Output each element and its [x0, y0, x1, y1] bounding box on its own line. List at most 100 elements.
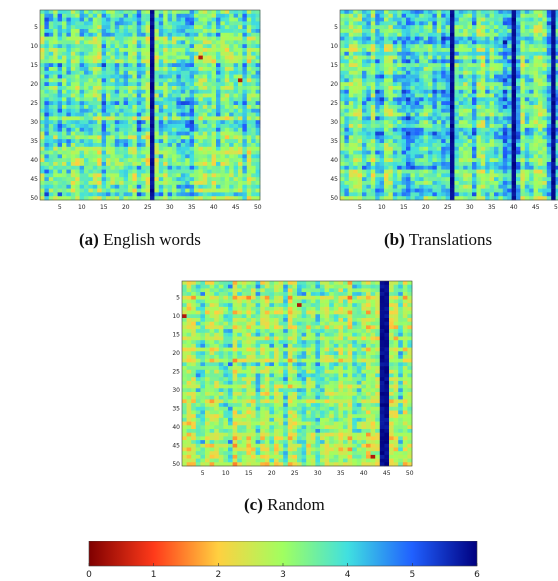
heatmap-cell [353, 67, 358, 72]
heatmap-cell [353, 116, 358, 121]
heatmap-cell [357, 32, 363, 37]
heatmap-cell [494, 120, 499, 125]
heatmap-cell [224, 55, 230, 60]
heatmap-cell [246, 25, 252, 30]
heatmap-cell [132, 17, 138, 22]
heatmap-cell [154, 120, 160, 125]
heatmap-cell [555, 74, 558, 79]
heatmap-cell [348, 40, 354, 45]
heatmap-cell [150, 17, 155, 22]
heatmap-cell [392, 162, 398, 167]
heatmap-cell [520, 48, 526, 53]
heatmap-cell [379, 188, 385, 193]
heatmap-cell [163, 165, 168, 170]
heatmap-cell [546, 131, 552, 136]
heatmap-cell [163, 86, 168, 91]
heatmap-cell [498, 78, 504, 83]
heatmap-cell [158, 78, 164, 83]
heatmap-cell [202, 192, 208, 197]
heatmap-cell [388, 165, 394, 170]
heatmap-cell [370, 32, 376, 37]
heatmap-cell [154, 154, 160, 159]
heatmap-cell [538, 29, 543, 34]
heatmap-cell [185, 51, 190, 56]
heatmap-cell [516, 192, 521, 197]
heatmap-cell [520, 40, 526, 45]
heatmap-cell [375, 63, 380, 68]
heatmap-cell [70, 25, 76, 30]
heatmap-cell [388, 116, 394, 121]
heatmap-cell [141, 127, 146, 132]
heatmap-cell [392, 63, 398, 68]
heatmap-cell [392, 196, 398, 201]
heatmap-cell [44, 59, 50, 64]
heatmap-cell [106, 40, 111, 45]
heatmap-cell [172, 51, 177, 56]
heatmap-cell [366, 116, 372, 121]
heatmap-cell [450, 36, 455, 41]
heatmap-cell [185, 184, 190, 189]
heatmap-cell [202, 32, 208, 37]
heatmap-cell [392, 25, 398, 30]
heatmap-cell [463, 188, 468, 193]
heatmap-cell [48, 32, 54, 37]
heatmap-cell [246, 48, 252, 53]
heatmap-cell [467, 74, 473, 79]
heatmap-cell [110, 78, 116, 83]
heatmap-cell [551, 21, 556, 26]
heatmap-cell [498, 93, 504, 98]
heatmap-cell [75, 10, 80, 15]
heatmap-cell [97, 165, 102, 170]
heatmap-cell [251, 67, 256, 72]
heatmap-cell [202, 10, 208, 15]
heatmap-cell [62, 67, 67, 72]
heatmap-cell [379, 154, 385, 159]
heatmap-cell [88, 154, 94, 159]
heatmap-cell [529, 86, 534, 91]
heatmap-cell [172, 78, 177, 83]
heatmap-cell [53, 165, 58, 170]
heatmap-cell [44, 143, 50, 148]
heatmap-cells [40, 10, 261, 201]
heatmap-cell [507, 32, 512, 37]
heatmap-cell [48, 169, 54, 174]
heatmap-cell [340, 59, 345, 64]
heatmap-cell [48, 154, 54, 159]
heatmap-cell [119, 97, 124, 102]
heatmap-cell [167, 86, 173, 91]
heatmap-cell [428, 162, 433, 167]
heatmap-cell [516, 116, 521, 121]
heatmap-cell [353, 139, 358, 144]
heatmap-cell [44, 196, 50, 201]
heatmap-cell [366, 21, 372, 26]
heatmap-cell [114, 124, 120, 129]
heatmap-cell [132, 78, 138, 83]
heatmap-cell [220, 177, 226, 182]
heatmap-cell [211, 48, 217, 53]
heatmap-cell [362, 162, 367, 167]
heatmap-cell [176, 196, 182, 201]
heatmap-cell [172, 150, 177, 155]
heatmap-cell [414, 32, 420, 37]
heatmap-cell [489, 25, 495, 30]
heatmap-cell [551, 192, 556, 197]
heatmap-cell [529, 74, 534, 79]
heatmap-cell [150, 36, 155, 41]
heatmap-cell [79, 108, 85, 113]
heatmap-cell [53, 124, 58, 129]
heatmap-cell [463, 78, 468, 83]
heatmap-cell [180, 162, 186, 167]
heatmap-cell [180, 112, 186, 117]
heatmap-cell [428, 13, 433, 18]
heatmap-cell [114, 10, 120, 15]
heatmap-cell [246, 143, 252, 148]
heatmap-cell [62, 25, 67, 30]
heatmap-cell [128, 124, 133, 129]
heatmap-cell [357, 78, 363, 83]
heatmap-cell [123, 150, 129, 155]
heatmap-cell [106, 13, 111, 18]
heatmap-cell [145, 108, 151, 113]
heatmap-cell [480, 192, 486, 197]
heatmap-cell [370, 97, 376, 102]
heatmap-cell [167, 112, 173, 117]
